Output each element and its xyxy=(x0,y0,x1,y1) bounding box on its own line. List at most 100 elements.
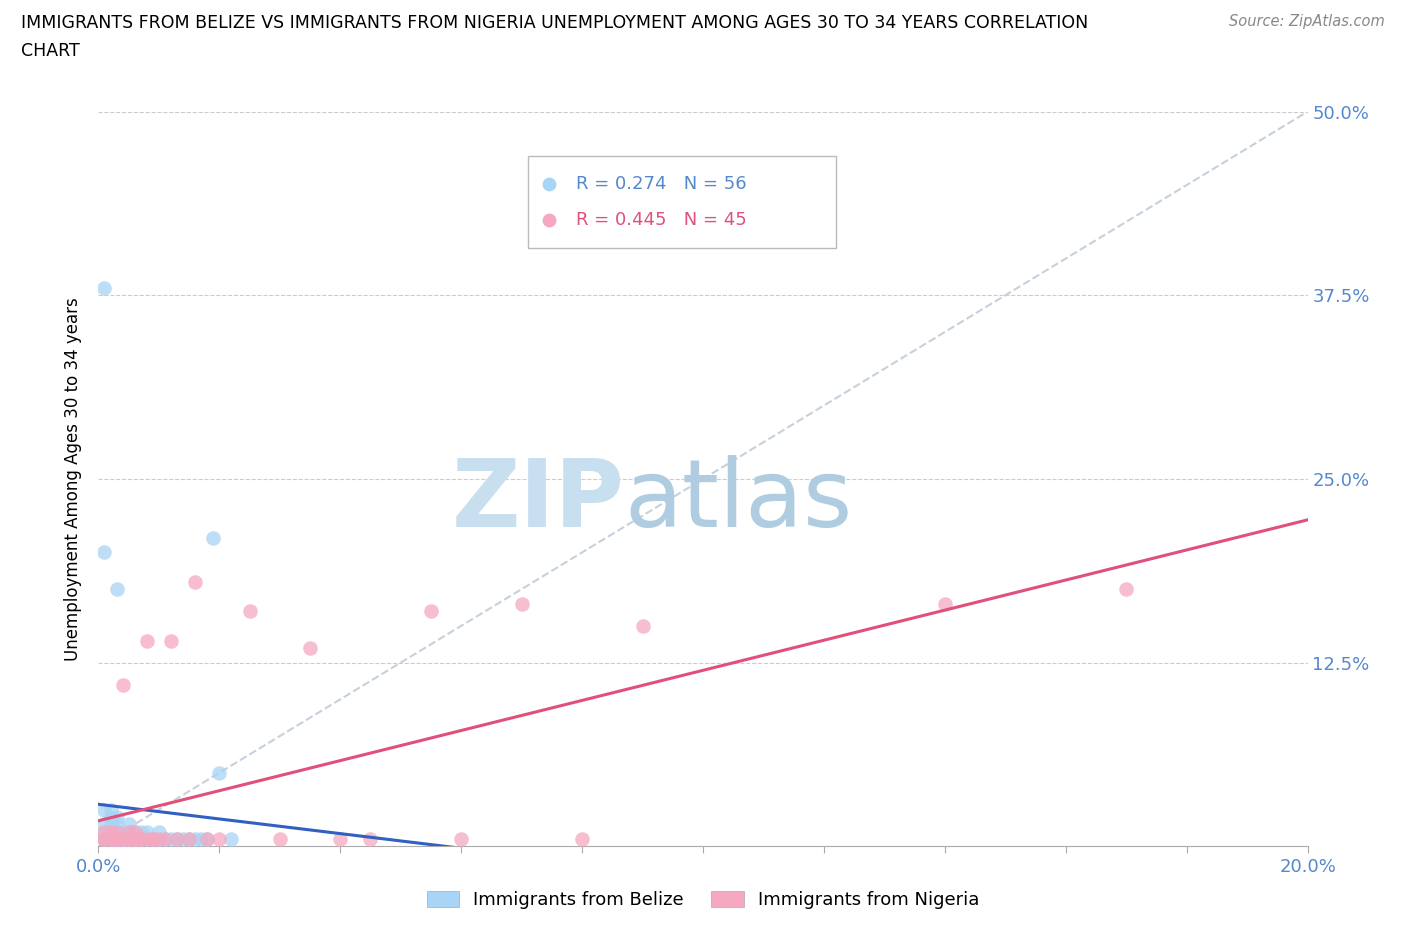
Point xyxy=(111,824,134,839)
Point xyxy=(111,831,134,846)
Point xyxy=(148,824,170,839)
Point xyxy=(100,802,122,817)
Point xyxy=(124,831,146,846)
Point xyxy=(105,831,128,846)
Point xyxy=(420,604,443,618)
Point xyxy=(148,831,170,846)
Point xyxy=(105,582,128,597)
Text: R = 0.445   N = 45: R = 0.445 N = 45 xyxy=(576,210,747,229)
Point xyxy=(450,831,472,846)
Point xyxy=(195,831,218,846)
Point xyxy=(93,831,115,846)
Point xyxy=(166,831,188,846)
Point xyxy=(118,831,141,846)
Point xyxy=(129,831,152,846)
Point xyxy=(221,831,243,846)
Point xyxy=(93,824,115,839)
Point xyxy=(100,831,122,846)
Point xyxy=(142,831,165,846)
Point xyxy=(100,831,122,846)
Point xyxy=(93,817,115,831)
Point xyxy=(360,831,382,846)
Text: IMMIGRANTS FROM BELIZE VS IMMIGRANTS FROM NIGERIA UNEMPLOYMENT AMONG AGES 30 TO : IMMIGRANTS FROM BELIZE VS IMMIGRANTS FRO… xyxy=(21,14,1088,32)
Point xyxy=(93,831,115,846)
Point xyxy=(100,831,122,846)
Point xyxy=(100,831,122,846)
Point xyxy=(105,824,128,839)
Point xyxy=(118,831,141,846)
Point xyxy=(118,824,141,839)
Point xyxy=(100,817,122,831)
Point xyxy=(129,831,152,846)
Point xyxy=(208,765,231,780)
Point xyxy=(135,831,157,846)
Point xyxy=(135,824,157,839)
Point xyxy=(135,633,157,648)
Point xyxy=(100,831,122,846)
Point xyxy=(100,809,122,824)
Point xyxy=(93,831,115,846)
Point xyxy=(160,831,183,846)
Point xyxy=(135,831,157,846)
Point xyxy=(160,633,183,648)
Point xyxy=(124,831,146,846)
Point xyxy=(329,831,352,846)
Point xyxy=(111,831,134,846)
Point xyxy=(93,281,115,296)
Point xyxy=(142,831,165,846)
Point xyxy=(179,831,201,846)
Text: atlas: atlas xyxy=(624,455,852,547)
Point xyxy=(142,831,165,846)
Text: ZIP: ZIP xyxy=(451,455,624,547)
Point xyxy=(105,831,128,846)
Point xyxy=(105,831,128,846)
Point xyxy=(93,831,115,846)
Point xyxy=(124,831,146,846)
Point xyxy=(111,677,134,692)
Point xyxy=(118,817,141,831)
Point xyxy=(105,817,128,831)
Y-axis label: Unemployment Among Ages 30 to 34 years: Unemployment Among Ages 30 to 34 years xyxy=(65,297,83,661)
Point xyxy=(100,824,122,839)
Text: Source: ZipAtlas.com: Source: ZipAtlas.com xyxy=(1229,14,1385,29)
Point xyxy=(118,831,141,846)
Text: R = 0.274   N = 56: R = 0.274 N = 56 xyxy=(576,175,747,193)
Point xyxy=(153,831,176,846)
Text: CHART: CHART xyxy=(21,42,80,60)
Point xyxy=(153,831,176,846)
Point xyxy=(93,802,115,817)
Point xyxy=(124,824,146,839)
Point xyxy=(510,596,533,611)
Point xyxy=(100,824,122,839)
Point xyxy=(166,831,188,846)
Point xyxy=(105,824,128,839)
Point xyxy=(934,596,956,611)
Point xyxy=(202,530,225,545)
Point xyxy=(631,618,654,633)
Point xyxy=(172,831,194,846)
Point xyxy=(111,831,134,846)
Point xyxy=(100,831,122,846)
Point xyxy=(208,831,231,846)
Point xyxy=(190,831,212,846)
Point xyxy=(1115,582,1137,597)
Point xyxy=(571,831,593,846)
Point xyxy=(148,831,170,846)
Point xyxy=(105,831,128,846)
Point xyxy=(124,824,146,839)
Point xyxy=(111,831,134,846)
Point xyxy=(93,831,115,846)
Point xyxy=(184,831,207,846)
Point xyxy=(93,831,115,846)
Point xyxy=(184,575,207,590)
Point xyxy=(269,831,291,846)
Point xyxy=(93,824,115,839)
Point xyxy=(105,809,128,824)
Point xyxy=(93,545,115,560)
Point xyxy=(111,831,134,846)
Point xyxy=(239,604,262,618)
FancyBboxPatch shape xyxy=(527,155,837,247)
Point xyxy=(195,831,218,846)
Point xyxy=(118,824,141,839)
Legend: Immigrants from Belize, Immigrants from Nigeria: Immigrants from Belize, Immigrants from … xyxy=(419,884,987,916)
